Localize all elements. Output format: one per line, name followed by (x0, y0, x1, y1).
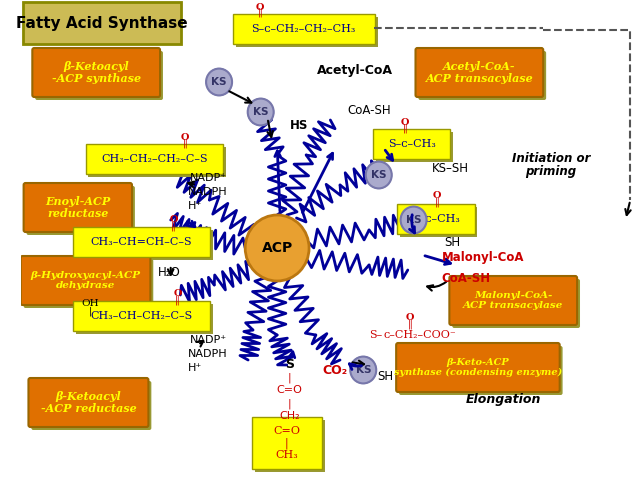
Text: KS: KS (355, 365, 371, 375)
Text: H⁺: H⁺ (188, 363, 202, 373)
Text: KS–SH: KS–SH (432, 161, 469, 174)
Text: KS: KS (406, 215, 421, 225)
FancyBboxPatch shape (255, 420, 324, 472)
Text: S–: S– (369, 330, 382, 340)
Text: NADP⁺: NADP⁺ (190, 335, 227, 345)
Text: ‖: ‖ (407, 319, 412, 329)
Text: C=O: C=O (276, 385, 303, 395)
Text: ‖: ‖ (171, 221, 176, 231)
Text: O: O (433, 192, 441, 201)
Text: C=O
|
CH₃: C=O | CH₃ (273, 426, 300, 460)
Text: priming: priming (525, 166, 577, 179)
FancyBboxPatch shape (24, 183, 132, 232)
Text: O: O (173, 289, 182, 298)
Text: S–ᴄ–CH₃: S–ᴄ–CH₃ (388, 139, 436, 149)
Text: ‖: ‖ (183, 138, 188, 148)
Text: CoA-SH: CoA-SH (348, 103, 391, 116)
Text: ‖: ‖ (175, 295, 180, 305)
Text: NADPH: NADPH (188, 187, 228, 197)
Circle shape (350, 356, 376, 383)
FancyBboxPatch shape (397, 204, 474, 234)
FancyBboxPatch shape (76, 230, 213, 260)
Text: CO₂: CO₂ (323, 364, 348, 376)
FancyBboxPatch shape (452, 279, 580, 328)
FancyBboxPatch shape (76, 304, 213, 334)
Text: Initiation or: Initiation or (512, 151, 590, 164)
FancyBboxPatch shape (373, 129, 451, 159)
FancyBboxPatch shape (28, 378, 148, 427)
Text: O: O (406, 313, 414, 322)
Text: Fatty Acid Synthase: Fatty Acid Synthase (16, 15, 188, 31)
FancyBboxPatch shape (31, 381, 151, 430)
Circle shape (206, 68, 232, 95)
Text: β-Keto-ACP
synthase (condensing enzyme): β-Keto-ACP synthase (condensing enzyme) (394, 358, 562, 377)
Text: H₂O: H₂O (158, 265, 181, 278)
Text: Acetyl-CoA-
ACP transacylase: Acetyl-CoA- ACP transacylase (426, 61, 533, 84)
Text: β-Ketoacyl
-ACP synthase: β-Ketoacyl -ACP synthase (52, 61, 141, 84)
Text: O: O (170, 216, 178, 225)
Text: NADP⁺: NADP⁺ (190, 173, 227, 183)
FancyBboxPatch shape (86, 144, 223, 174)
FancyBboxPatch shape (73, 301, 211, 331)
Text: O: O (255, 2, 264, 11)
FancyBboxPatch shape (33, 48, 160, 97)
FancyBboxPatch shape (88, 147, 226, 177)
FancyBboxPatch shape (415, 48, 543, 97)
FancyBboxPatch shape (376, 132, 453, 162)
Text: KS: KS (371, 170, 387, 180)
Text: Acetyl-CoA: Acetyl-CoA (317, 64, 392, 77)
FancyBboxPatch shape (232, 14, 375, 44)
Text: S: S (285, 358, 294, 372)
Text: β-Hydroxyacyl-ACP
dehydrase: β-Hydroxyacyl-ACP dehydrase (31, 271, 141, 290)
Text: β-Ketoacyl
-ACP reductase: β-Ketoacyl -ACP reductase (40, 390, 136, 414)
Text: Malonyl-CoA-
ACP transacylase: Malonyl-CoA- ACP transacylase (463, 291, 563, 310)
Text: |: | (89, 306, 92, 316)
Text: ᴄ–CH₂–COO⁻: ᴄ–CH₂–COO⁻ (383, 330, 456, 340)
FancyBboxPatch shape (22, 2, 181, 44)
Text: NADPH: NADPH (188, 349, 228, 359)
Text: SH: SH (377, 369, 393, 383)
FancyBboxPatch shape (26, 186, 135, 235)
Circle shape (366, 161, 392, 188)
FancyBboxPatch shape (399, 346, 563, 395)
Text: ACP: ACP (262, 241, 292, 255)
Text: CH₃–CH–CH₂–C–S: CH₃–CH–CH₂–C–S (90, 311, 193, 321)
Text: H⁺: H⁺ (188, 201, 202, 211)
Text: O: O (401, 117, 409, 126)
Text: |: | (288, 373, 292, 383)
Text: SH: SH (445, 236, 461, 249)
Text: ‖: ‖ (403, 123, 407, 133)
Text: CoA-SH: CoA-SH (442, 272, 491, 285)
Text: HS: HS (290, 118, 308, 132)
Text: CH₃–CH₂–CH₂–C–S: CH₃–CH₂–CH₂–C–S (101, 154, 207, 164)
Text: CH₂: CH₂ (280, 411, 300, 421)
FancyBboxPatch shape (73, 227, 211, 257)
Text: Enoyl-ACP
reductase: Enoyl-ACP reductase (45, 195, 111, 219)
Text: Malonyl-CoA: Malonyl-CoA (442, 251, 524, 264)
FancyBboxPatch shape (236, 17, 378, 47)
Text: O: O (181, 133, 189, 141)
Text: ‖: ‖ (435, 197, 439, 207)
FancyBboxPatch shape (35, 51, 163, 100)
FancyBboxPatch shape (252, 417, 322, 469)
Text: ‖: ‖ (257, 7, 262, 17)
FancyBboxPatch shape (396, 343, 560, 392)
Text: |: | (288, 399, 292, 409)
FancyBboxPatch shape (20, 256, 150, 305)
Circle shape (248, 99, 274, 125)
Text: S–ᴄ–CH₃: S–ᴄ–CH₃ (412, 214, 460, 224)
Text: KS: KS (253, 107, 268, 117)
FancyBboxPatch shape (419, 51, 546, 100)
Text: OH: OH (81, 298, 99, 308)
Circle shape (245, 215, 309, 281)
FancyBboxPatch shape (400, 207, 477, 237)
Text: KS: KS (211, 77, 227, 87)
FancyBboxPatch shape (449, 276, 577, 325)
FancyBboxPatch shape (24, 259, 153, 308)
Circle shape (401, 206, 426, 233)
Text: Elongation: Elongation (466, 394, 541, 407)
Text: S–ᴄ–CH₂–CH₂–CH₃: S–ᴄ–CH₂–CH₂–CH₃ (252, 24, 356, 34)
Text: CH₃–CH=CH–C–S: CH₃–CH=CH–C–S (91, 237, 193, 247)
